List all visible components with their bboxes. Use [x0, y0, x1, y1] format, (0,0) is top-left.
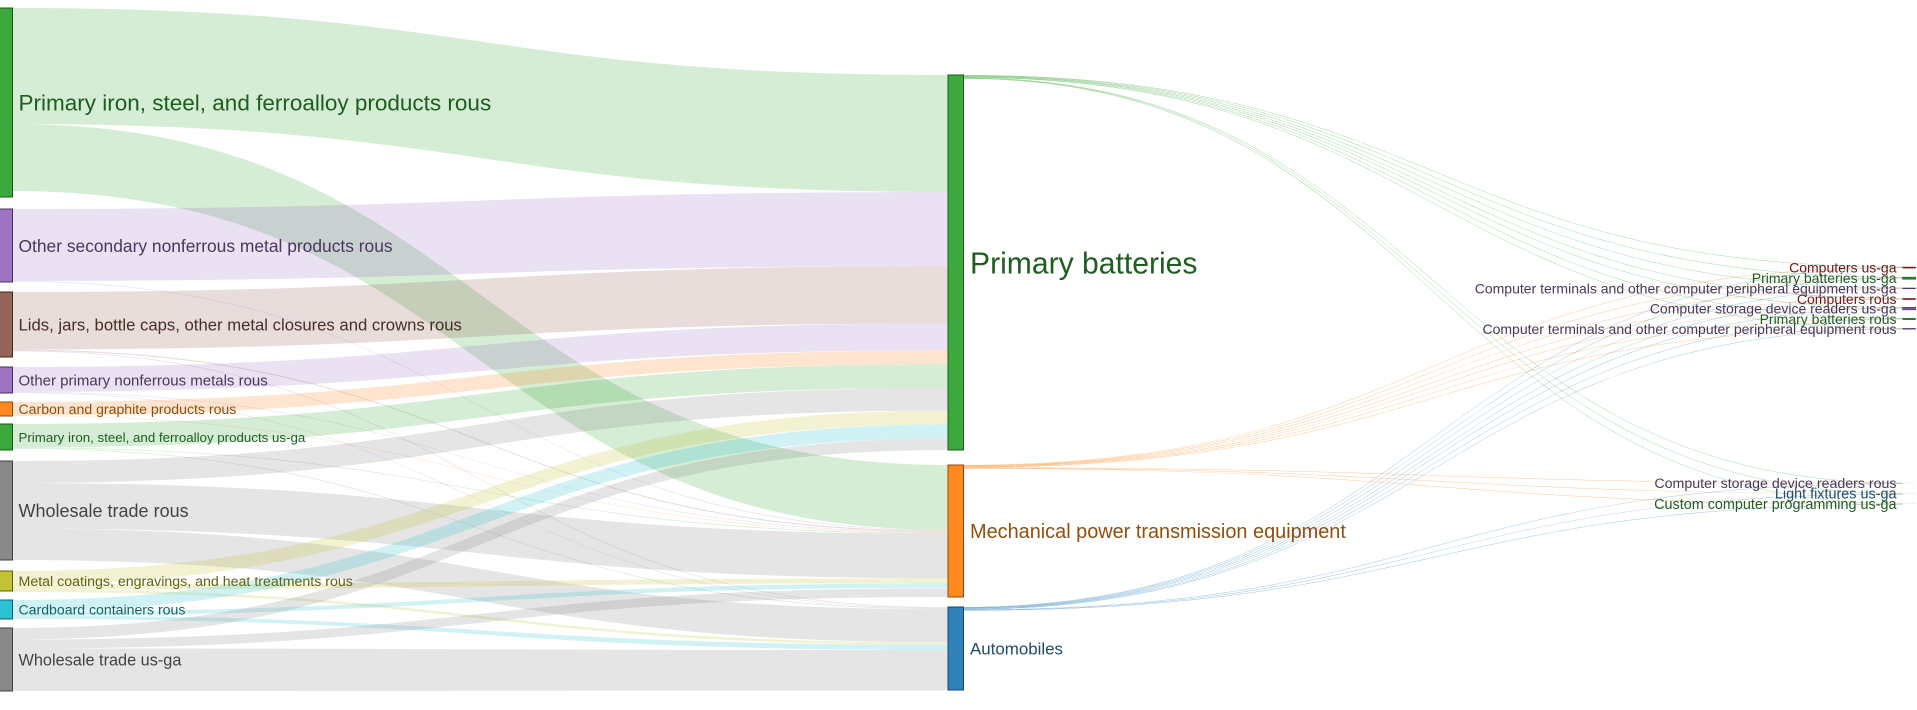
svg-text:Primary batteries: Primary batteries: [970, 247, 1197, 280]
svg-text:Other secondary nonferrous met: Other secondary nonferrous metal product…: [19, 236, 393, 256]
svg-text:Other primary nonferrous metal: Other primary nonferrous metals rous: [19, 372, 268, 389]
svg-text:Carbon and graphite products r: Carbon and graphite products rous: [19, 401, 237, 417]
svg-text:Cardboard containers rous: Cardboard containers rous: [19, 602, 186, 618]
svg-text:Light fixtures us-ga: Light fixtures us-ga: [1775, 487, 1897, 503]
svg-text:Computer storage device reader: Computer storage device readers us-ga: [1650, 301, 1897, 317]
svg-text:Primary batteries us-ga: Primary batteries us-ga: [1752, 270, 1897, 286]
svg-text:Primary iron, steel, and ferro: Primary iron, steel, and ferroalloy prod…: [19, 430, 306, 445]
svg-text:Mechanical power transmission: Mechanical power transmission equipment: [970, 521, 1346, 543]
svg-text:Automobiles: Automobiles: [970, 640, 1063, 659]
svg-text:Custom computer programming us: Custom computer programming us-ga: [1654, 497, 1896, 513]
svg-text:Lids, jars, bottle caps, other: Lids, jars, bottle caps, other metal clo…: [19, 316, 462, 335]
svg-text:Computer terminals and other c: Computer terminals and other computer pe…: [1475, 280, 1897, 296]
svg-text:Computers rous: Computers rous: [1797, 291, 1897, 307]
svg-text:Primary batteries rous: Primary batteries rous: [1760, 311, 1897, 327]
svg-text:Computer storage device reader: Computer storage device readers rous: [1654, 476, 1896, 492]
svg-text:Wholesale trade rous: Wholesale trade rous: [19, 501, 189, 521]
svg-text:Primary iron, steel, and ferro: Primary iron, steel, and ferroalloy prod…: [19, 91, 492, 116]
svg-text:Computers us-ga: Computers us-ga: [1789, 260, 1897, 276]
svg-text:Metal coatings, engravings, an: Metal coatings, engravings, and heat tre…: [19, 574, 353, 590]
svg-text:Computer terminals and other c: Computer terminals and other computer pe…: [1483, 321, 1897, 337]
svg-text:Wholesale trade us-ga: Wholesale trade us-ga: [19, 651, 183, 669]
